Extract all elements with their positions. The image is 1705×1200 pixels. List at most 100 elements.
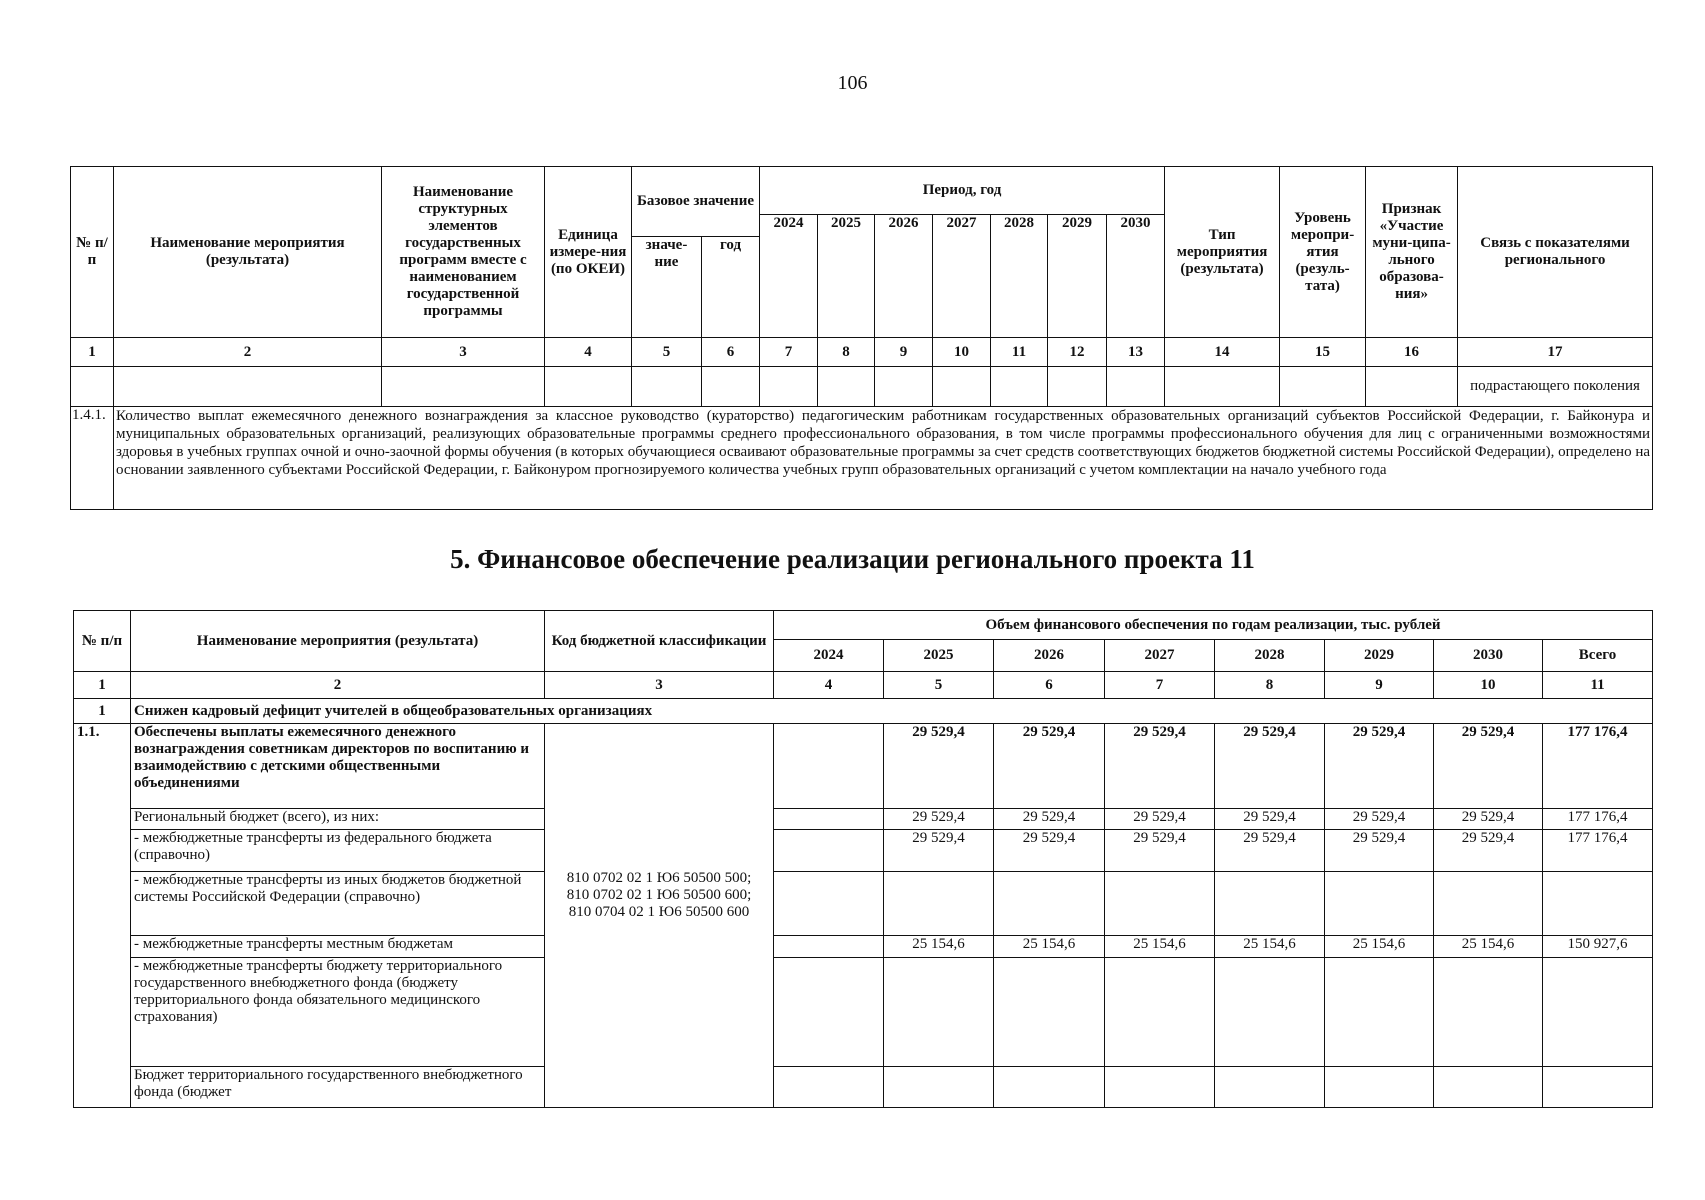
- value-cell: 25 154,6: [1104, 935, 1215, 958]
- col-number: 2: [113, 337, 382, 367]
- col-number: 11: [990, 337, 1048, 367]
- table-row: Бюджет территориального государственного…: [74, 1066, 1654, 1108]
- row-name: - межбюджетные трансферты из федеральног…: [130, 829, 545, 872]
- fin-header-volume: Объем финансового обеспечения по годам р…: [772, 610, 1654, 640]
- value-cell: 25 154,6: [1324, 935, 1434, 958]
- col-number: 13: [1105, 337, 1166, 367]
- col-number: 9: [1324, 671, 1434, 699]
- task-name: Снижен кадровый дефицит учителей в общео…: [129, 698, 1654, 724]
- col-number: 14: [1164, 337, 1281, 367]
- table-row: 1.1. Обеспечены выплаты ежемесячного ден…: [73, 723, 1654, 1108]
- value-cell: 29 529,4: [1324, 808, 1434, 830]
- page-number: 106: [837, 72, 868, 94]
- header-name: Наименование мероприятия (результата): [113, 166, 382, 338]
- value-cell: [773, 723, 884, 809]
- value-cell: 29 529,4: [1433, 808, 1543, 830]
- value-cell: 29 529,4: [883, 808, 994, 830]
- fin-header-year: 2028: [1214, 639, 1325, 672]
- col-number: 8: [1214, 671, 1325, 699]
- continuation-row: подрастающего поколения: [70, 366, 1654, 407]
- value-cell: 29 529,4: [1214, 808, 1325, 830]
- note-number: 1.4.1.: [70, 406, 114, 510]
- value-cell: [773, 935, 884, 958]
- fin-header-name: Наименование мероприятия (результата): [130, 610, 545, 672]
- row-name: - межбюджетные трансферты из иных бюджет…: [130, 871, 545, 936]
- header-type: Тип мероприятия (результата): [1164, 166, 1281, 338]
- total-cell: 177 176,4: [1541, 829, 1654, 872]
- table-row: - межбюджетные трансферты бюджету террит…: [74, 957, 1654, 1067]
- value-cell: 29 529,4: [1104, 808, 1215, 830]
- col-number: 1: [73, 671, 131, 699]
- header-base-value: значе-ние: [631, 236, 702, 338]
- table-row: - межбюджетные трансферты из федеральног…: [74, 829, 1654, 872]
- col-number: 10: [1433, 671, 1543, 699]
- value-cell: [773, 808, 884, 830]
- header-year: 2030: [1105, 214, 1166, 338]
- header-year: 2028: [990, 214, 1048, 338]
- header-year: 2025: [817, 214, 875, 338]
- col-number: 3: [381, 337, 545, 367]
- col-number: 17: [1457, 337, 1654, 367]
- fin-header-total: Всего: [1541, 639, 1654, 672]
- header-year: 2026: [874, 214, 933, 338]
- section-title: 5. Финансовое обеспечение реализации рег…: [450, 544, 1255, 574]
- value-cell: 29 529,4: [1214, 829, 1325, 872]
- value-cell: 29 529,4: [1433, 829, 1543, 872]
- col-number: 15: [1279, 337, 1367, 367]
- col-number: 4: [544, 337, 632, 367]
- col-number: 16: [1365, 337, 1459, 367]
- value-cell: 25 154,6: [1433, 935, 1543, 958]
- value-cell: 29 529,4: [993, 723, 1105, 809]
- value-cell: 29 529,4: [1104, 723, 1215, 809]
- header-year: 2029: [1047, 214, 1107, 338]
- header-base-year: год: [701, 236, 760, 338]
- header-level: Уровень меропри-ятия (резуль-тата): [1279, 166, 1367, 338]
- col-number: 9: [874, 337, 933, 367]
- table-row: Региональный бюджет (всего), из них: 29 …: [74, 808, 1654, 830]
- header-base: Базовое значение: [631, 166, 760, 237]
- total-cell: 177 176,4: [1541, 723, 1654, 809]
- row-name: Бюджет территориального государственного…: [130, 1066, 545, 1108]
- col-number: 6: [701, 337, 760, 367]
- indicators-table: № п/п Наименование мероприятия (результа…: [70, 166, 1654, 510]
- task-row: 1 Снижен кадровый дефицит учителей в общ…: [73, 698, 1654, 724]
- fin-header-year: 2027: [1104, 639, 1215, 672]
- value-cell: 29 529,4: [1433, 723, 1543, 809]
- fin-header-year: 2029: [1324, 639, 1434, 672]
- fin-header-year: 2030: [1433, 639, 1543, 672]
- value-cell: 29 529,4: [993, 808, 1105, 830]
- col-number: 5: [883, 671, 994, 699]
- table-row: - межбюджетные трансферты из иных бюджет…: [74, 871, 1654, 936]
- note-row: 1.4.1. Количество выплат ежемесячного де…: [70, 406, 1654, 510]
- col-number: 10: [932, 337, 991, 367]
- note-text: Количество выплат ежемесячного денежного…: [112, 406, 1654, 510]
- col-number: 5: [631, 337, 702, 367]
- row-name: - межбюджетные трансферты местным бюджет…: [130, 935, 545, 958]
- col-number: 8: [817, 337, 875, 367]
- value-cell: 25 154,6: [993, 935, 1105, 958]
- financing-table: № п/п Наименование мероприятия (результа…: [73, 610, 1654, 1108]
- item-number: 1.1.: [73, 723, 131, 1108]
- value-cell: 29 529,4: [883, 723, 994, 809]
- fin-header-code: Код бюджетной классификации: [544, 610, 774, 672]
- fin-header-year: 2026: [993, 639, 1105, 672]
- row-name: - межбюджетные трансферты бюджету террит…: [130, 957, 545, 1067]
- col-number: 4: [773, 671, 884, 699]
- col-number: 1: [70, 337, 114, 367]
- value-cell: 25 154,6: [1214, 935, 1325, 958]
- budget-code: 810 0702 02 1 Ю6 50500 500; 810 0702 02 …: [544, 723, 774, 1108]
- value-cell: 29 529,4: [883, 829, 994, 872]
- row-name: Обеспечены выплаты ежемесячного денежног…: [130, 723, 545, 809]
- col-number: 2: [130, 671, 545, 699]
- header-period: Период, год: [758, 166, 1166, 215]
- value-cell: 29 529,4: [1324, 723, 1434, 809]
- col-number: 11: [1541, 671, 1654, 699]
- header-num: № п/п: [70, 166, 114, 338]
- col-number: 12: [1047, 337, 1107, 367]
- value-cell: 29 529,4: [1324, 829, 1434, 872]
- value-cell: 29 529,4: [1104, 829, 1215, 872]
- value-cell: 29 529,4: [993, 829, 1105, 872]
- fin-header-year: 2025: [883, 639, 994, 672]
- col-number: 3: [544, 671, 774, 699]
- header-struct: Наименование структурных элементов госуд…: [381, 166, 545, 338]
